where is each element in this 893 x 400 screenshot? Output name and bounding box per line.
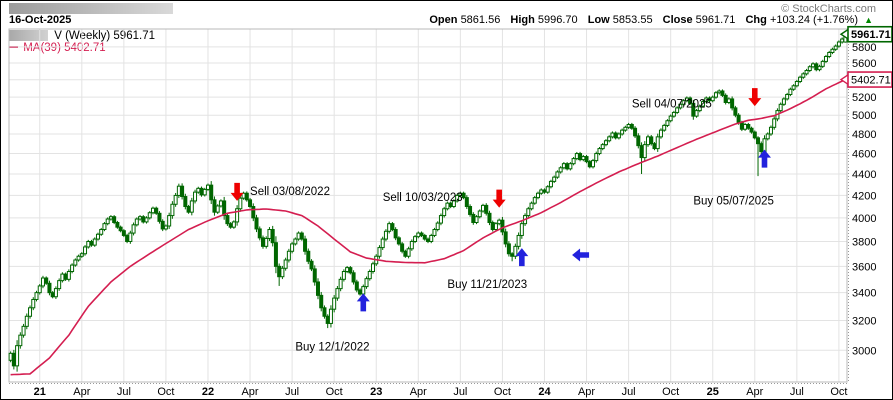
svg-text:3200: 3200 — [852, 316, 876, 328]
svg-text:Jul: Jul — [117, 386, 131, 398]
svg-text:4600: 4600 — [852, 149, 876, 161]
last-price-box: 5961.71 — [839, 25, 892, 43]
svg-text:Oct: Oct — [830, 386, 847, 398]
svg-text:Oct: Oct — [326, 386, 343, 398]
y-axis-labels: 3000 3200 3400 3600 3800 4000 4200 4400 4600 4800… — [852, 42, 876, 357]
chart-date: 16-Oct-2025 — [9, 14, 72, 26]
redacted-ticker-symbol — [9, 30, 48, 41]
open-value: 5861.56 — [460, 14, 501, 26]
annotation-label: Sell 03/08/2022 — [250, 186, 330, 198]
svg-text:Oct: Oct — [157, 386, 174, 398]
svg-text:4800: 4800 — [852, 129, 876, 141]
plot-border — [8, 28, 848, 383]
svg-text:Jul: Jul — [453, 386, 467, 398]
svg-text:Apr: Apr — [578, 386, 595, 398]
svg-text:Apr: Apr — [746, 386, 763, 398]
svg-text:5000: 5000 — [852, 110, 876, 122]
close-label: Close — [662, 14, 693, 26]
svg-text:5600: 5600 — [852, 58, 876, 70]
svg-text:5402.71: 5402.71 — [851, 75, 891, 87]
svg-text:22: 22 — [202, 386, 214, 398]
ohlc-readout: Open 5861.56 High 5996.70 Low 5853.55 Cl… — [429, 14, 873, 26]
svg-text:Apr: Apr — [73, 386, 90, 398]
chg-label: Chg — [745, 14, 767, 26]
svg-text:21: 21 — [34, 386, 46, 398]
svg-text:5200: 5200 — [852, 92, 876, 104]
svg-text:5961.71: 5961.71 — [851, 29, 891, 41]
svg-text:Apr: Apr — [241, 386, 258, 398]
svg-text:3600: 3600 — [852, 261, 876, 273]
svg-text:Oct: Oct — [494, 386, 511, 398]
annotation-label: Sell 10/03/2023 — [383, 192, 463, 204]
svg-text:5800: 5800 — [852, 42, 876, 54]
svg-text:4000: 4000 — [852, 213, 876, 225]
close-value: 5961.71 — [695, 14, 736, 26]
svg-text:23: 23 — [370, 386, 382, 398]
left-arrow-icon — [572, 248, 590, 262]
svg-text:3000: 3000 — [852, 345, 876, 357]
svg-text:4200: 4200 — [852, 190, 876, 202]
svg-text:24: 24 — [538, 386, 551, 398]
annotation-label: Sell 04/07/2025 — [632, 98, 712, 110]
candlesticks — [8, 31, 848, 372]
svg-text:4400: 4400 — [852, 169, 876, 181]
annotation-label: Buy 05/07/2025 — [693, 195, 774, 207]
x-axis-labels: 21 Apr Jul Oct 22 Apr Jul Oct 23 Apr Jul Oct 24 Apr Ju… — [34, 386, 848, 398]
buy-arrow-icon — [757, 149, 771, 168]
sell-arrow-icon — [230, 182, 244, 201]
high-label: High — [510, 14, 535, 26]
svg-text:Apr: Apr — [410, 386, 427, 398]
svg-text:Oct: Oct — [662, 386, 679, 398]
svg-text:25: 25 — [707, 386, 719, 398]
ma-price-box: 5402.71 — [839, 71, 892, 88]
chg-value: +103.24 (+1.76%) — [769, 14, 859, 26]
stockcharts-copyright: © StockCharts.com — [781, 3, 876, 15]
svg-text:Jul: Jul — [285, 386, 299, 398]
ma-legend-label: MA(39) 5402.71 — [23, 42, 106, 54]
ma39-line — [10, 78, 846, 376]
svg-text:Jul: Jul — [790, 386, 804, 398]
series-legend-label: V (Weekly) 5961.71 — [54, 30, 155, 42]
up-triangle-icon: ▲ — [864, 15, 873, 25]
sell-arrow-icon — [748, 88, 762, 107]
annotation-label: Buy 11/21/2023 — [447, 279, 527, 291]
low-value: 5853.55 — [612, 14, 653, 26]
low-label: Low — [587, 14, 610, 26]
buy-arrow-icon — [356, 293, 370, 312]
svg-text:3800: 3800 — [852, 236, 876, 248]
series-legend: V (Weekly) 5961.71 — [9, 30, 155, 42]
svg-text:Jul: Jul — [622, 386, 636, 398]
redacted-chart-title-bar — [9, 3, 173, 14]
gridlines — [9, 29, 847, 382]
sell-arrow-icon — [492, 189, 506, 208]
trade-annotations: Sell 03/08/2022 Buy 12/1/2022 Sell 10/03/2… — [230, 88, 774, 353]
high-value: 5996.70 — [537, 14, 578, 26]
buy-arrow-icon — [515, 248, 529, 267]
svg-text:3400: 3400 — [852, 288, 876, 300]
open-label: Open — [429, 14, 458, 26]
annotation-label: Buy 12/1/2022 — [295, 341, 369, 353]
